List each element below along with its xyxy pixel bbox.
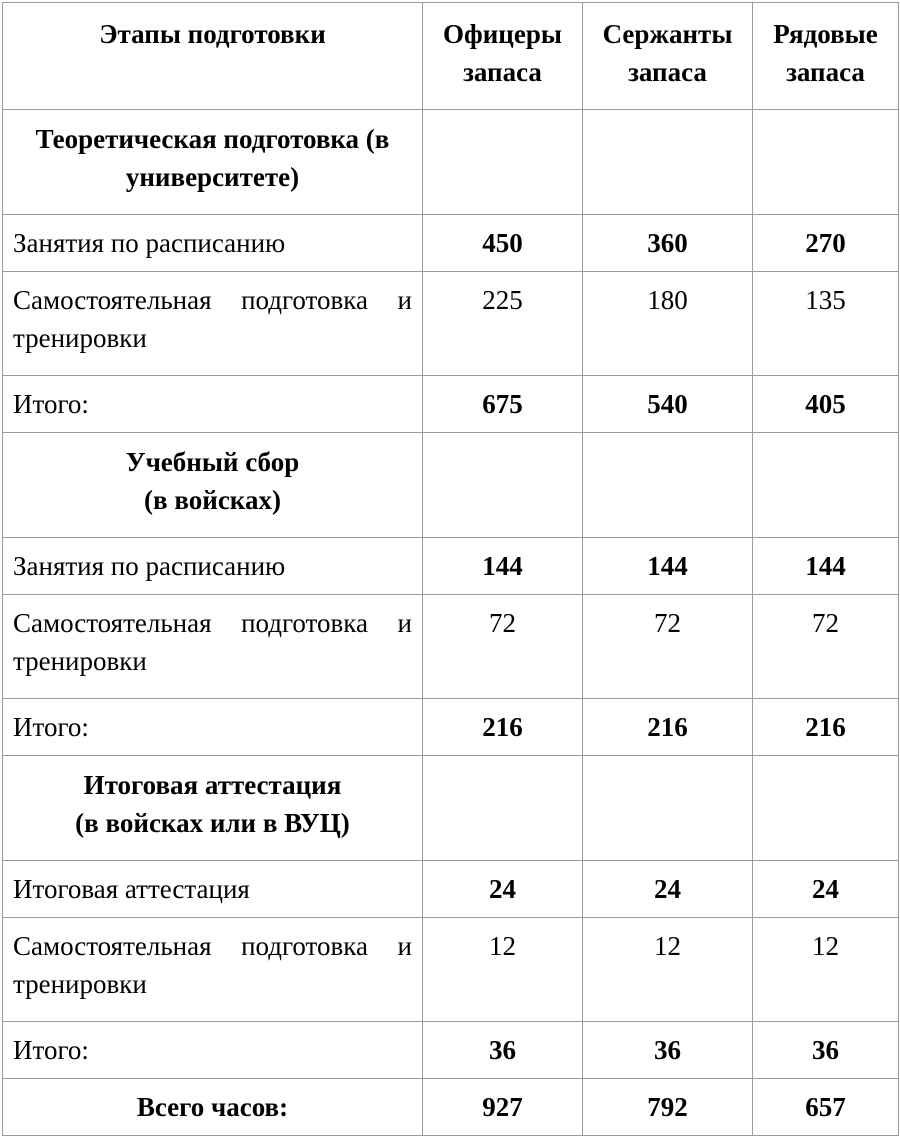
officers-total: 927 — [422, 1078, 583, 1136]
officers-value: 12 — [422, 917, 583, 1022]
header-stage: Этапы подготовки — [2, 2, 423, 110]
row-label: Занятия по расписанию — [2, 214, 423, 272]
sergeants-total: 792 — [582, 1078, 753, 1136]
section-title: Теоретическая подготовка (в университете… — [2, 109, 423, 215]
table-header-row: Этапы подготовки Офицеры запаса Сержанты… — [2, 2, 899, 110]
privates-value: 270 — [752, 214, 899, 272]
officers-value: 450 — [422, 214, 583, 272]
empty-cell — [582, 755, 753, 861]
section-title: Учебный сбор (в войсках) — [2, 432, 423, 538]
empty-cell — [422, 109, 583, 215]
privates-value: 24 — [752, 860, 899, 918]
row-label: Самостоятельная подготовка и тренировки — [2, 917, 423, 1022]
officers-value: 72 — [422, 594, 583, 699]
subtotal-row: Итого: 216 216 216 — [2, 698, 899, 756]
subtotal-label: Итого: — [2, 698, 423, 756]
officers-value: 36 — [422, 1021, 583, 1079]
grand-total-label: Всего часов: — [2, 1078, 423, 1136]
privates-value: 135 — [752, 271, 899, 376]
section-title-row: Теоретическая подготовка (в университете… — [2, 109, 899, 215]
officers-value: 675 — [422, 375, 583, 433]
section-title-row: Учебный сбор (в войсках) — [2, 432, 899, 538]
header-sergeants: Сержанты запаса — [582, 2, 753, 110]
row-label: Самостоятельная подготовка и тренировки — [2, 594, 423, 699]
privates-value: 72 — [752, 594, 899, 699]
section-title: Итоговая аттестация (в войсках или в ВУЦ) — [2, 755, 423, 861]
privates-total: 657 — [752, 1078, 899, 1136]
table-row: Итоговая аттестация 24 24 24 — [2, 860, 899, 918]
sergeants-value: 180 — [582, 271, 753, 376]
section-title-line2: (в войсках) — [144, 485, 281, 515]
privates-value: 12 — [752, 917, 899, 1022]
header-officers: Офицеры запаса — [422, 2, 583, 110]
table-row: Самостоятельная подготовка и тренировки … — [2, 917, 899, 1022]
privates-value: 216 — [752, 698, 899, 756]
empty-cell — [752, 755, 899, 861]
subtotal-label: Итого: — [2, 375, 423, 433]
privates-value: 405 — [752, 375, 899, 433]
empty-cell — [582, 109, 753, 215]
grand-total-row: Всего часов: 927 792 657 — [2, 1078, 899, 1136]
section-title-line2: (в войсках или в ВУЦ) — [75, 808, 350, 838]
section-title-line1: Итоговая аттестация — [83, 770, 342, 800]
table-row: Занятия по расписанию 450 360 270 — [2, 214, 899, 272]
sergeants-value: 540 — [582, 375, 753, 433]
sergeants-value: 24 — [582, 860, 753, 918]
officers-value: 24 — [422, 860, 583, 918]
subtotal-label: Итого: — [2, 1021, 423, 1079]
sergeants-value: 144 — [582, 537, 753, 595]
header-privates: Рядовые запаса — [752, 2, 899, 110]
sergeants-value: 36 — [582, 1021, 753, 1079]
officers-value: 225 — [422, 271, 583, 376]
section-title-line1: Учебный сбор — [125, 447, 300, 477]
empty-cell — [422, 755, 583, 861]
empty-cell — [752, 432, 899, 538]
sergeants-value: 360 — [582, 214, 753, 272]
row-label: Самостоятельная подготовка и тренировки — [2, 271, 423, 376]
officers-value: 144 — [422, 537, 583, 595]
row-label: Занятия по расписанию — [2, 537, 423, 595]
empty-cell — [422, 432, 583, 538]
sergeants-value: 216 — [582, 698, 753, 756]
subtotal-row: Итого: 675 540 405 — [2, 375, 899, 433]
section-title-row: Итоговая аттестация (в войсках или в ВУЦ) — [2, 755, 899, 861]
table-row: Самостоятельная подготовка и тренировки … — [2, 594, 899, 699]
sergeants-value: 72 — [582, 594, 753, 699]
table-row: Занятия по расписанию 144 144 144 — [2, 537, 899, 595]
officers-value: 216 — [422, 698, 583, 756]
privates-value: 144 — [752, 537, 899, 595]
row-label: Итоговая аттестация — [2, 860, 423, 918]
sergeants-value: 12 — [582, 917, 753, 1022]
empty-cell — [582, 432, 753, 538]
empty-cell — [752, 109, 899, 215]
table-row: Самостоятельная подготовка и тренировки … — [2, 271, 899, 376]
